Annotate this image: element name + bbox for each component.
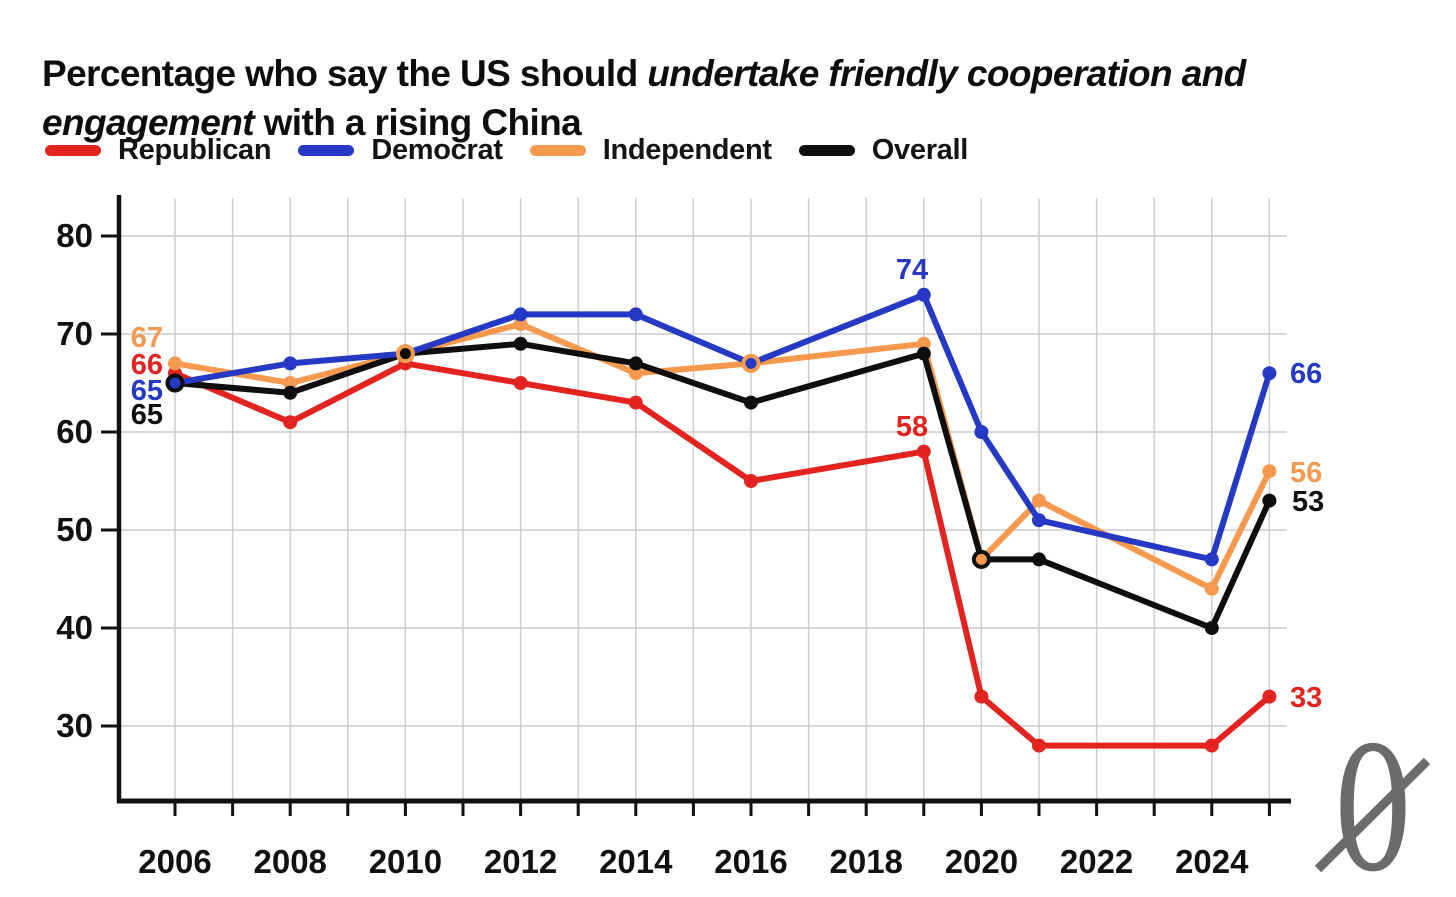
ring-marker-2016 bbox=[741, 353, 761, 373]
axes bbox=[116, 195, 1291, 804]
series-line-republican bbox=[168, 356, 1277, 753]
data-point-independent-2014 bbox=[628, 366, 643, 381]
value-label-democrat-65: 65 bbox=[131, 375, 163, 407]
data-point-independent-2012 bbox=[513, 317, 528, 332]
coincident-markers bbox=[165, 344, 991, 569]
data-point-independent-2025 bbox=[1262, 464, 1277, 479]
y-axis-label: 50 bbox=[56, 511, 93, 548]
y-axis-label: 80 bbox=[56, 217, 93, 254]
value-label-overall-53: 53 bbox=[1292, 486, 1324, 518]
ring-marker-2010 bbox=[395, 344, 415, 364]
legend-label: Overall bbox=[871, 134, 969, 166]
x-axis-label: 2006 bbox=[138, 843, 211, 880]
ring-marker-2020 bbox=[971, 549, 991, 569]
x-axis: 2006 2008 2010 2012 2014 2016 2018 2020 2022 2024 bbox=[138, 801, 1271, 880]
value-label-overall-65: 65 bbox=[131, 399, 163, 431]
logo-zero-glyph: 0 bbox=[1332, 711, 1414, 897]
data-point-democrat-2019 bbox=[916, 287, 931, 302]
data-point-republican-2016 bbox=[744, 474, 758, 488]
ring-marker-2006 bbox=[165, 373, 185, 393]
data-point-overall-2024 bbox=[1204, 621, 1219, 635]
data-point-independent-2008 bbox=[283, 376, 298, 390]
series-line-overall bbox=[168, 336, 1277, 635]
value-label-republican-33: 33 bbox=[1290, 682, 1322, 714]
data-point-independent-2021 bbox=[1032, 493, 1046, 508]
legend-item-republican: Republican bbox=[45, 134, 272, 167]
grid-lines bbox=[119, 198, 1287, 800]
data-point-democrat-2020 bbox=[974, 425, 989, 439]
data-point-overall-2014 bbox=[628, 356, 643, 371]
chart-title: Percentage who say the US should underta… bbox=[42, 49, 1398, 147]
title-prefix: Percentage who say the US should bbox=[42, 52, 648, 94]
legend-swatch-republican bbox=[45, 145, 101, 156]
title-suffix: with a rising China bbox=[253, 101, 582, 143]
value-label-democrat-74: 74 bbox=[896, 254, 928, 286]
x-axis-label: 2008 bbox=[253, 843, 326, 880]
data-point-republican-2024 bbox=[1204, 738, 1219, 753]
x-axis-label: 2020 bbox=[945, 843, 1018, 880]
value-label-independent-56: 56 bbox=[1290, 457, 1322, 489]
y-axis-label: 70 bbox=[56, 315, 93, 352]
legend-label: Independent bbox=[602, 134, 772, 166]
data-point-overall-2021 bbox=[1032, 552, 1046, 567]
data-point-overall-2019 bbox=[916, 346, 931, 361]
series-line-democrat bbox=[168, 287, 1277, 567]
data-point-republican-2014 bbox=[628, 395, 643, 410]
legend-label: Democrat bbox=[371, 134, 503, 166]
data-point-republican-2008 bbox=[283, 415, 298, 430]
data-point-republican-2025 bbox=[1262, 689, 1277, 704]
data-point-independent-2019 bbox=[916, 336, 931, 351]
value-label-democrat-66: 66 bbox=[1290, 358, 1322, 390]
logo-slash bbox=[1314, 757, 1431, 873]
data-point-independent-2006 bbox=[168, 356, 182, 371]
data-point-democrat-2021 bbox=[1032, 513, 1046, 528]
x-axis-label: 2018 bbox=[829, 843, 902, 880]
data-point-republican-2019 bbox=[916, 444, 931, 459]
x-axis-label: 2016 bbox=[714, 843, 787, 880]
data-point-democrat-2024 bbox=[1204, 552, 1219, 567]
legend-swatch-independent bbox=[529, 145, 586, 156]
data-point-overall-2012 bbox=[513, 336, 528, 351]
legend: Republican Democrat Independent Overall bbox=[45, 134, 968, 167]
data-point-overall-2008 bbox=[283, 385, 298, 400]
data-point-republican-2012 bbox=[513, 376, 528, 390]
y-axis-label: 60 bbox=[56, 413, 93, 450]
x-axis-label: 2010 bbox=[369, 843, 442, 880]
data-point-democrat-2014 bbox=[628, 307, 643, 322]
legend-item-democrat: Democrat bbox=[298, 134, 503, 167]
data-point-democrat-2008 bbox=[283, 356, 298, 371]
x-axis-label: 2014 bbox=[599, 843, 673, 880]
legend-label: Republican bbox=[118, 134, 272, 166]
x-axis-label: 2022 bbox=[1060, 843, 1133, 880]
legend-item-overall: Overall bbox=[798, 134, 969, 167]
y-axis-label: 30 bbox=[56, 707, 93, 744]
data-point-democrat-2025 bbox=[1262, 366, 1277, 381]
data-point-republican-2020 bbox=[974, 689, 989, 704]
data-point-democrat-2012 bbox=[513, 307, 528, 322]
data-point-overall-2025 bbox=[1262, 493, 1277, 508]
value-label-republican-58: 58 bbox=[896, 411, 928, 443]
title-italic-phrase: undertake friendly cooperation and engag… bbox=[42, 52, 1246, 143]
y-axis: 80 70 60 50 40 30 bbox=[56, 217, 119, 744]
x-axis-label: 2012 bbox=[484, 843, 557, 880]
y-axis-label: 40 bbox=[56, 609, 93, 646]
legend-item-independent: Independent bbox=[529, 134, 772, 167]
slashed-zero-logo: 0 bbox=[1314, 711, 1431, 897]
legend-swatch-overall bbox=[798, 145, 855, 156]
data-point-independent-2024 bbox=[1204, 581, 1219, 596]
value-label-republican-66: 66 bbox=[131, 349, 163, 381]
data-point-overall-2016 bbox=[744, 395, 758, 410]
data-point-republican-2021 bbox=[1032, 738, 1046, 753]
legend-swatch-democrat bbox=[298, 145, 355, 156]
x-axis-label: 2024 bbox=[1175, 843, 1249, 880]
value-label-independent-67: 67 bbox=[131, 322, 163, 354]
